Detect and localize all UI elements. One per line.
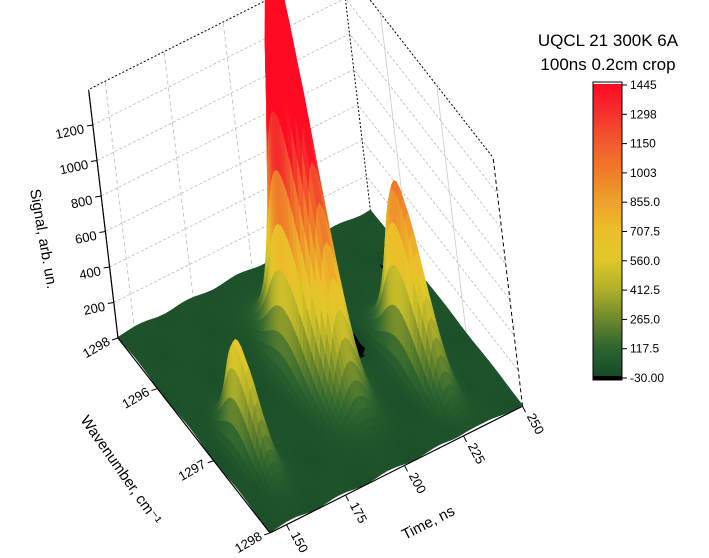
colorbar-tick-label: 117.5: [630, 342, 659, 356]
y-tick-label: 1298: [80, 334, 113, 361]
colorbar-tick-label: -30.00: [630, 371, 664, 385]
z-tick: [107, 302, 114, 304]
x-tick-label: 250: [524, 411, 547, 437]
axis-box-back-edge: [345, 0, 372, 212]
x-gridline: [104, 81, 135, 330]
colorbar-tick-label: 855.0: [630, 195, 660, 209]
x-gridline: [222, 21, 253, 271]
x-tick: [463, 435, 467, 443]
chart-title-line-1: UQCL 21 300K 6A: [538, 31, 679, 50]
z-axis-title: Signal, arb. un.: [26, 188, 60, 290]
z-tick-label: 600: [74, 228, 98, 247]
z-tick: [86, 124, 93, 127]
z-tick-label: 400: [78, 263, 102, 282]
x-gridline: [163, 51, 194, 301]
surface-patch: [286, 313, 291, 348]
x-axis-line: [269, 405, 523, 534]
y-tick: [207, 460, 214, 464]
x-axis-title: Time, ns: [399, 503, 457, 544]
colorbar-below-swatch: [593, 376, 622, 380]
z-tick-label: 800: [69, 192, 93, 211]
z-tick: [95, 195, 102, 198]
y-gridline: [436, 85, 467, 335]
x-tick: [286, 524, 290, 531]
x-tick-label: 150: [288, 529, 311, 555]
x-tick-label: 225: [465, 440, 488, 466]
colorbar-tick-label: 560.0: [630, 254, 660, 268]
x-tick: [522, 406, 526, 413]
chart-title-line-2: 100ns 0.2cm crop: [540, 55, 675, 74]
surface-patch: [280, 306, 285, 339]
surface: [117, 0, 523, 533]
y-tick-label: 1296: [119, 384, 152, 411]
colorbar-tick-label: 265.0: [630, 312, 660, 326]
y-tick-label: 1298: [232, 529, 265, 556]
z-tick: [99, 231, 106, 233]
z-tick-label: 1200: [54, 121, 85, 142]
y-tick: [111, 337, 119, 341]
colorbar: 1445 1298 1150 1003 855.0 707.5 560.0 412.5 265.…: [592, 78, 664, 385]
colorbar-tick-label: 1150: [630, 137, 656, 151]
colorbar-tick-label: 1298: [630, 107, 657, 121]
y-tick: [151, 388, 158, 392]
z-gridline: [105, 104, 511, 300]
surface-patch: [227, 369, 230, 400]
x-tick: [345, 494, 349, 502]
colorbar-tick-label: 707.5: [630, 225, 660, 239]
z-gridline: [109, 139, 515, 336]
z-gridline: [101, 68, 507, 265]
z-gridline: [113, 175, 519, 371]
y-tick-label: 1297: [176, 456, 209, 483]
y-axis-line: [117, 337, 271, 534]
y-axis-title: Wavenumber, cm⁻¹: [77, 413, 165, 528]
colorbar-tick-label: 1003: [630, 166, 657, 180]
z-gridline: [92, 0, 498, 194]
z-tick-label: 200: [82, 299, 106, 318]
axes: 2004006008001000120015017520022525012981…: [54, 91, 547, 556]
z-tick-label: 1000: [58, 157, 89, 178]
axis-box-right-edge: [492, 157, 524, 407]
z-axis-line: [88, 91, 119, 339]
x-tick: [404, 465, 408, 472]
surface-patch: [277, 305, 282, 335]
colorbar-tick-label: 412.5: [630, 283, 660, 297]
z-gridline: [96, 33, 502, 229]
x-tick-label: 175: [347, 499, 370, 525]
x-tick-label: 200: [406, 470, 429, 496]
colorbar-tick-label: 1445: [630, 78, 657, 92]
surface-patch: [387, 304, 391, 334]
y-tick: [263, 532, 271, 536]
colorbar-gradient-rect: [593, 84, 622, 376]
z-tick: [90, 160, 98, 162]
z-tick: [103, 266, 110, 269]
surface-patch: [283, 308, 287, 343]
